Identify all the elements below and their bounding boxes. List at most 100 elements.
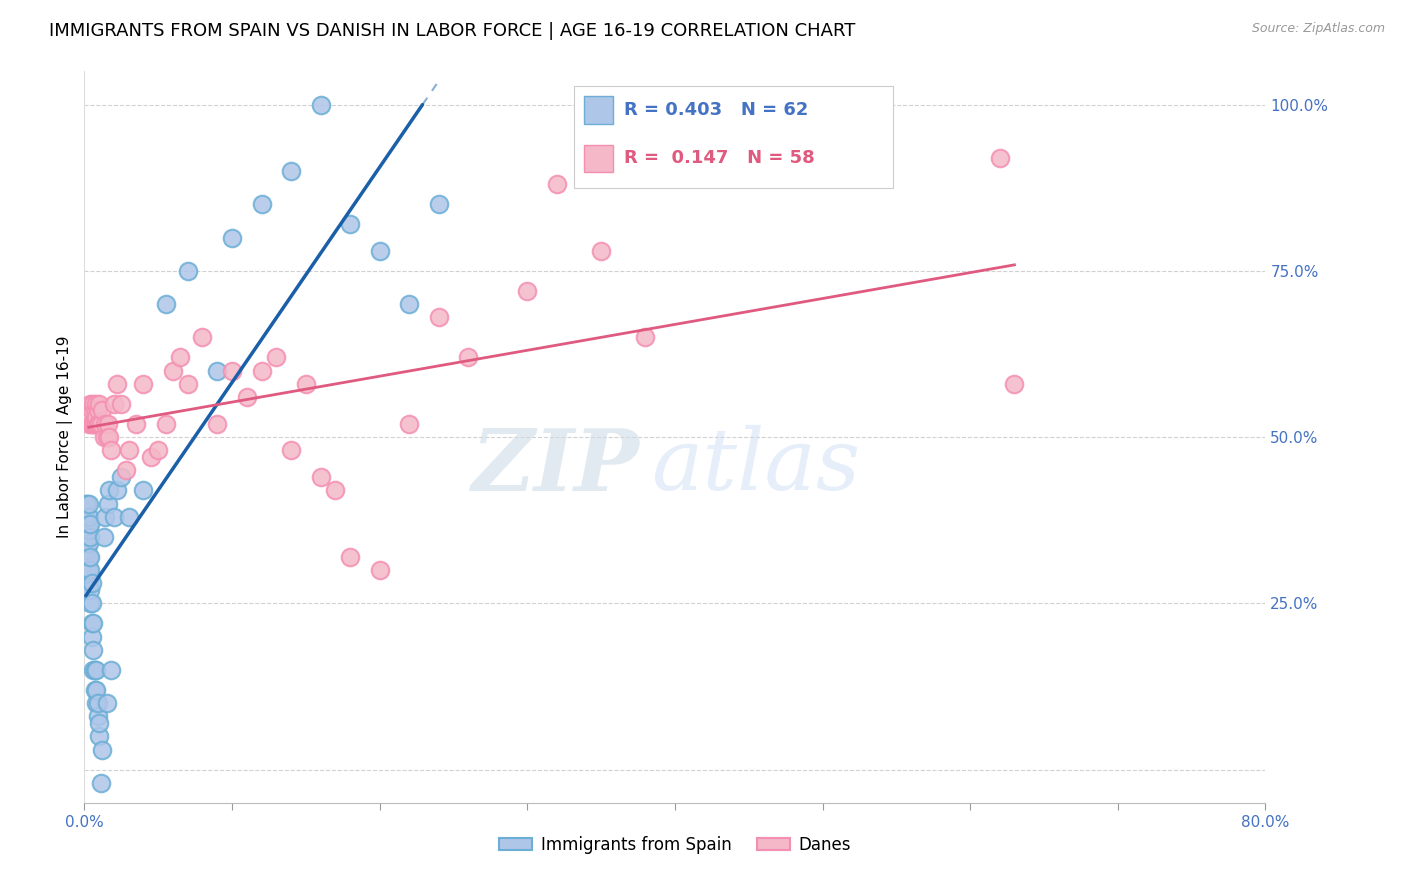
Point [105,376,128,391]
Point [77,536,100,550]
Point [79,549,101,564]
Point [125,417,148,431]
Point [634,330,657,344]
Text: R = 0.403   N = 62: R = 0.403 N = 62 [624,101,808,120]
Point [79,516,101,531]
Point [86,403,108,417]
Point [457,351,479,365]
Point [83,403,105,417]
Point [250,363,273,377]
Point [83,417,105,431]
Point [79,563,101,577]
Point [266,351,288,365]
Point [295,376,318,391]
Point [76,516,98,531]
Point [398,297,420,311]
Point [80,616,103,631]
Point [76,497,98,511]
Point [82,643,104,657]
Point [77,576,100,591]
Text: Source: ZipAtlas.com: Source: ZipAtlas.com [1251,22,1385,36]
Point [546,178,568,192]
Point [309,97,332,112]
Point [207,363,229,377]
Point [80,630,103,644]
Point [98,483,121,498]
Point [191,330,214,344]
Point [280,443,302,458]
Point [988,151,1011,165]
Point [77,509,100,524]
Point [79,596,101,610]
Point [90,776,112,790]
Point [86,696,108,710]
Point [118,443,141,458]
Point [118,509,141,524]
Point [100,443,122,458]
Point [97,497,120,511]
Text: IMMIGRANTS FROM SPAIN VS DANISH IN LABOR FORCE | AGE 16-19 CORRELATION CHART: IMMIGRANTS FROM SPAIN VS DANISH IN LABOR… [49,22,856,40]
Point [84,696,107,710]
Bar [583,145,613,172]
Point [83,682,105,697]
Point [84,417,107,431]
Point [80,403,103,417]
Point [155,417,177,431]
Point [91,742,114,756]
Point [75,549,97,564]
Text: R =  0.147   N = 58: R = 0.147 N = 58 [624,149,815,168]
FancyBboxPatch shape [575,86,893,188]
Point [110,397,132,411]
Point [93,530,115,544]
Point [427,310,450,325]
Point [87,729,111,743]
Point [177,264,200,278]
Point [250,197,273,211]
Point [86,709,108,723]
Point [77,417,100,431]
Point [76,543,98,558]
Point [94,509,117,524]
Point [221,363,243,377]
Point [97,417,120,431]
Point [86,417,108,431]
Point [132,483,155,498]
Point [339,217,361,231]
Point [77,563,100,577]
Point [79,397,101,411]
Point [84,682,107,697]
Point [79,410,101,425]
Point [398,417,420,431]
Point [339,549,361,564]
Point [169,351,191,365]
Point [148,443,170,458]
Bar [583,96,613,124]
Point [105,483,128,498]
Point [96,430,118,444]
Point [221,230,243,244]
Point [96,696,118,710]
Point [1004,376,1026,391]
Point [591,244,613,258]
Y-axis label: In Labor Force | Age 16-19: In Labor Force | Age 16-19 [58,335,73,539]
Point [84,663,107,677]
Point [87,417,111,431]
Point [368,563,391,577]
Point [110,470,132,484]
Point [83,663,105,677]
Point [80,596,103,610]
Point [75,523,97,537]
Point [87,716,111,731]
Point [236,390,259,404]
Point [325,483,347,498]
Point [280,164,302,178]
Point [93,430,115,444]
Point [79,530,101,544]
Point [84,410,107,425]
Point [103,509,125,524]
Point [75,497,97,511]
Point [427,197,450,211]
Point [94,417,117,431]
Point [84,397,107,411]
Point [132,376,155,391]
